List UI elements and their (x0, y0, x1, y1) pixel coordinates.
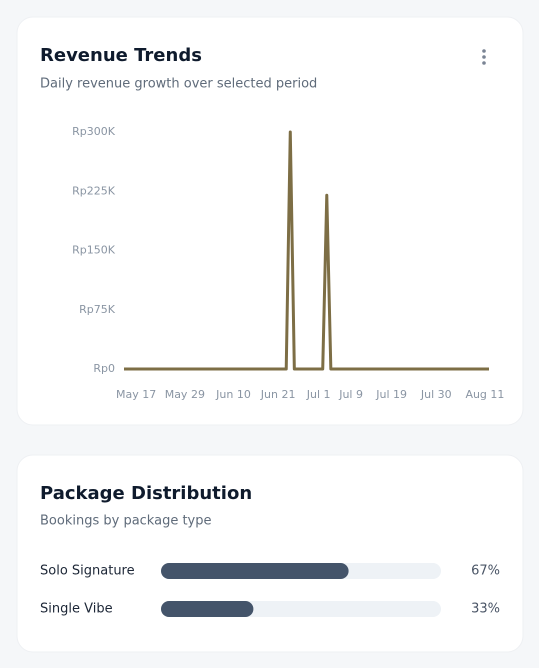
menu-button[interactable] (482, 49, 486, 65)
card (16, 16, 524, 426)
x-tick-label: Jul 30 (420, 388, 452, 401)
package-name: Single Vibe (40, 602, 113, 617)
x-tick-label: Jul 1 (306, 388, 331, 401)
x-tick-label: Aug 11 (465, 388, 504, 401)
card-title: Package Distribution (40, 483, 252, 504)
x-tick-label: May 29 (165, 388, 205, 401)
x-tick-label: May 17 (116, 388, 156, 401)
package-name: Solo Signature (40, 564, 135, 579)
x-tick-label: Jul 19 (375, 388, 407, 401)
y-tick-label: Rp150K (72, 244, 116, 257)
x-tick-label: Jun 21 (260, 388, 296, 401)
card-subtitle: Daily revenue growth over selected perio… (40, 77, 317, 92)
card-title: Revenue Trends (40, 45, 202, 66)
value-label: 33% (471, 602, 500, 617)
x-tick-label: Jun 10 (215, 388, 251, 401)
card-subtitle: Bookings by package type (40, 514, 212, 529)
revenue-line (124, 130, 489, 371)
y-tick-label: Rp300K (72, 125, 116, 138)
bar (161, 601, 254, 617)
x-tick-label: Jul 9 (338, 388, 363, 401)
value-label: 67% (471, 564, 500, 579)
y-tick-label: Rp75K (79, 303, 116, 316)
y-tick-label: Rp225K (72, 184, 116, 197)
bar (161, 563, 349, 579)
y-tick-label: Rp0 (93, 362, 115, 375)
